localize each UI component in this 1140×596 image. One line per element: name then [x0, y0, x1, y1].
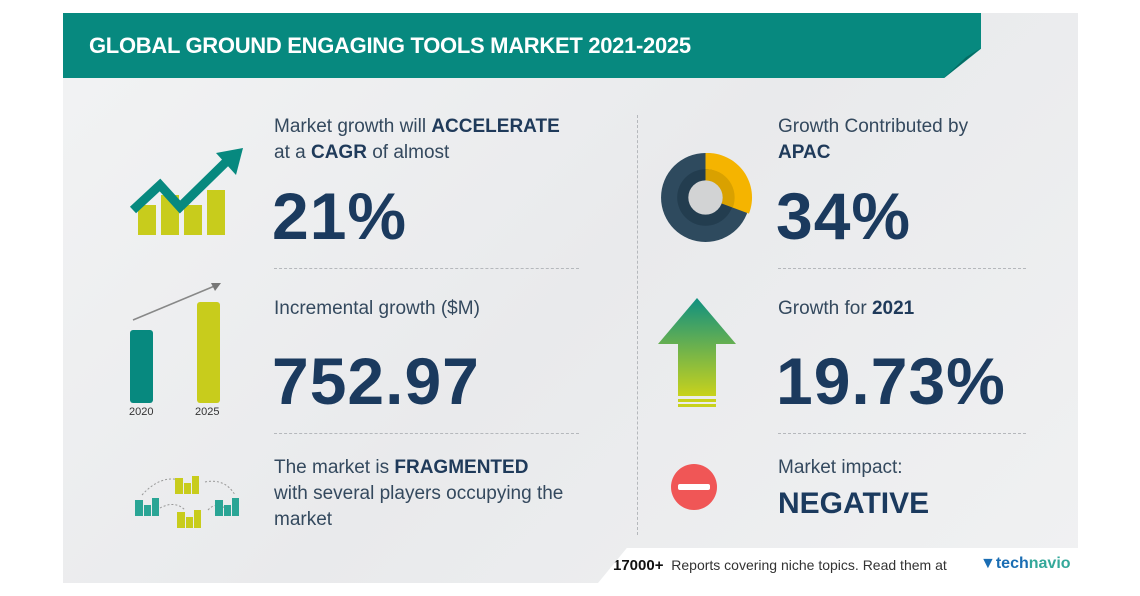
donut-chart-icon [661, 152, 753, 242]
incremental-value: 752.97 [272, 344, 480, 418]
impact-label: Market impact: [778, 457, 903, 478]
arrow-up-icon [658, 298, 736, 407]
page-title: GLOBAL GROUND ENGAGING TOOLS MARKET 2021… [89, 33, 691, 58]
title-banner: GLOBAL GROUND ENGAGING TOOLS MARKET 2021… [63, 13, 981, 78]
cagr-value: 21% [272, 179, 408, 253]
year-label: 2020 [129, 406, 154, 418]
footer: 17000+ Reports covering niche topics. Re… [598, 548, 1078, 583]
yoy-text: Growth for 2021 [778, 298, 915, 319]
market-structure-text: The market is FRAGMENTED with several pl… [274, 457, 564, 530]
divider [637, 115, 638, 535]
growth-chart-icon [129, 148, 243, 235]
divider [274, 268, 579, 269]
impact-value: NEGATIVE [778, 487, 930, 520]
cagr-text: Market growth will ACCELERATE at a CAGR … [274, 116, 560, 163]
divider [274, 433, 579, 434]
divider [778, 268, 1026, 269]
minus-circle-icon [671, 464, 717, 510]
buildings-network-icon [135, 476, 239, 528]
bar-comparison-icon [130, 283, 221, 403]
logo-mark-icon: ▼ [980, 555, 996, 572]
region-text: Growth Contributed by APAC [778, 116, 969, 163]
incremental-label: Incremental growth ($M) [274, 298, 480, 319]
divider [778, 433, 1026, 434]
footer-text: 17000+ Reports covering niche topics. Re… [613, 557, 947, 574]
infographic-panel [63, 13, 1078, 583]
region-value: 34% [776, 179, 912, 253]
year-label: 2025 [195, 406, 220, 418]
technavio-logo[interactable]: ▼technavio [980, 555, 1071, 572]
yoy-value: 19.73% [776, 344, 1006, 418]
